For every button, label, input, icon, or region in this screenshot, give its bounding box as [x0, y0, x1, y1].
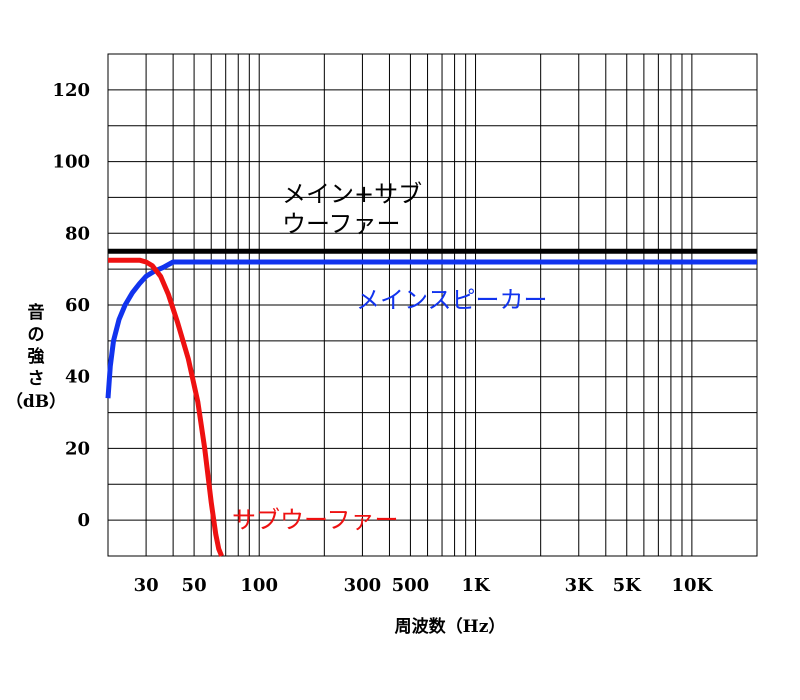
y-tick-label: 100: [52, 152, 90, 173]
y-axis-unit: （dB）: [6, 391, 66, 412]
x-tick-labels: 30 50 100 300 500 1K 3K 5K 10K: [134, 575, 714, 596]
y-axis-title-char: の: [28, 325, 45, 345]
x-tick-label: 30: [134, 575, 159, 596]
x-axis-title: 周波数（Hz）: [395, 616, 506, 637]
y-tick-label: 40: [65, 367, 90, 388]
main-speaker-series-label: メインスピーカー: [356, 286, 548, 314]
y-tick-labels: 0 20 40 60 80 100 120: [52, 80, 90, 531]
x-tick-label: 100: [240, 575, 278, 596]
grid: [108, 54, 757, 556]
combined-series-label: メイン+サブ: [282, 180, 422, 208]
subwoofer-series-label: サブウーファー: [232, 506, 399, 534]
y-tick-label: 0: [77, 510, 90, 531]
plot-frame: [107, 53, 758, 557]
y-axis-title-char: 音: [28, 302, 45, 323]
x-tick-label: 5K: [613, 575, 643, 596]
x-tick-label: 500: [392, 575, 430, 596]
x-tick-label: 3K: [565, 575, 595, 596]
y-tick-label: 20: [65, 438, 90, 459]
subwoofer-line: [108, 257, 224, 557]
series-lines: [105, 248, 757, 557]
y-axis-title-char: さ: [28, 369, 45, 389]
x-tick-label: 300: [344, 575, 382, 596]
x-tick-label: 50: [182, 575, 207, 596]
y-tick-label: 60: [65, 295, 90, 316]
y-axis-title-char: 強: [28, 346, 45, 367]
combined-series-label: ウーファー: [282, 210, 401, 238]
x-tick-label: 10K: [672, 575, 714, 596]
main-speaker-line: [105, 259, 757, 399]
y-tick-label: 120: [52, 80, 90, 101]
y-axis-title: 音 の 強 さ （dB）: [6, 302, 66, 412]
y-tick-label: 80: [65, 223, 90, 244]
x-tick-label: 1K: [461, 575, 491, 596]
